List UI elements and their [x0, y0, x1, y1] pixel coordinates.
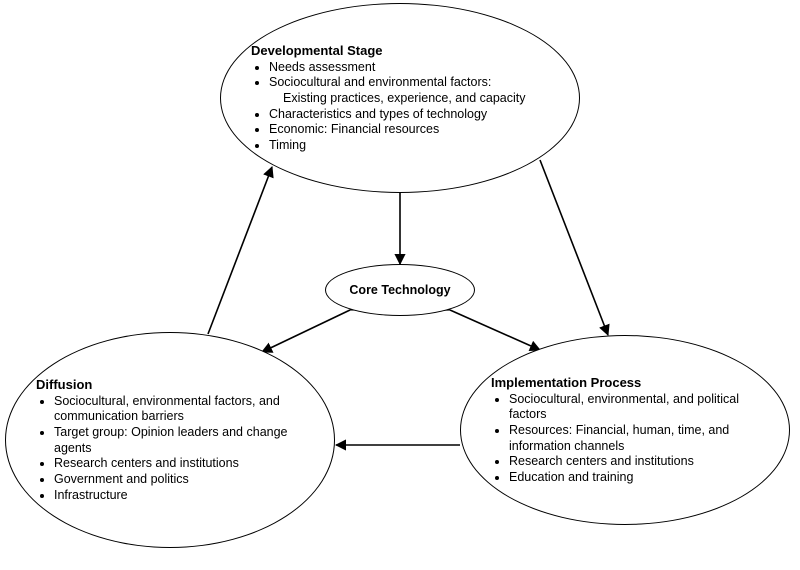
list-item: Needs assessment [269, 60, 549, 76]
list-item: Economic: Financial resources [269, 122, 549, 138]
connector-arrow [208, 167, 272, 334]
node-title: Developmental Stage [251, 43, 549, 58]
bullet-list: Sociocultural, environmental, and politi… [491, 392, 759, 486]
list-item: Government and politics [54, 472, 304, 488]
list-item: Sociocultural, environmental factors, an… [54, 394, 304, 425]
list-item: Sociocultural and environmental factors:… [269, 75, 549, 106]
list-item: Timing [269, 138, 549, 154]
connector-arrow [540, 160, 608, 335]
list-item: Research centers and institutions [54, 456, 304, 472]
list-item: Target group: Opinion leaders and change… [54, 425, 304, 456]
developmental-stage-node: Developmental Stage Needs assessment Soc… [220, 3, 580, 193]
bullet-list: Sociocultural, environmental factors, an… [36, 394, 304, 503]
node-title: Diffusion [36, 377, 304, 392]
node-title: Core Technology [349, 283, 450, 297]
bullet-list: Needs assessment Sociocultural and envir… [251, 60, 549, 154]
connector-arrow [262, 310, 350, 352]
implementation-process-node: Implementation Process Sociocultural, en… [460, 335, 790, 525]
list-item: Infrastructure [54, 488, 304, 504]
list-item: Resources: Financial, human, time, and i… [509, 423, 759, 454]
core-technology-node: Core Technology [325, 264, 475, 316]
diffusion-node: Diffusion Sociocultural, environmental f… [5, 332, 335, 548]
list-item: Characteristics and types of technology [269, 107, 549, 123]
node-title: Implementation Process [491, 375, 759, 390]
list-item: Research centers and institutions [509, 454, 759, 470]
list-item: Sociocultural, environmental, and politi… [509, 392, 759, 423]
list-item: Education and training [509, 470, 759, 486]
connector-arrow [450, 310, 540, 350]
